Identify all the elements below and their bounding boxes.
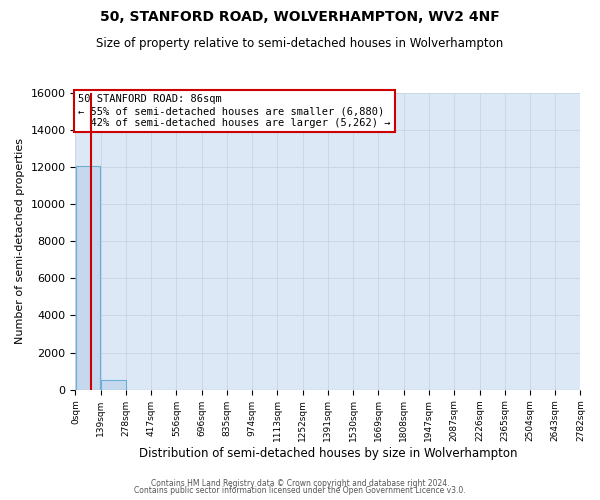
Text: 50 STANFORD ROAD: 86sqm
← 55% of semi-detached houses are smaller (6,880)
  42% : 50 STANFORD ROAD: 86sqm ← 55% of semi-de… — [78, 94, 391, 128]
Text: Size of property relative to semi-detached houses in Wolverhampton: Size of property relative to semi-detach… — [97, 38, 503, 51]
Bar — [101, 380, 125, 390]
Text: 50, STANFORD ROAD, WOLVERHAMPTON, WV2 4NF: 50, STANFORD ROAD, WOLVERHAMPTON, WV2 4N… — [100, 10, 500, 24]
Text: Contains HM Land Registry data © Crown copyright and database right 2024.: Contains HM Land Registry data © Crown c… — [151, 478, 449, 488]
Bar — [76, 166, 100, 390]
X-axis label: Distribution of semi-detached houses by size in Wolverhampton: Distribution of semi-detached houses by … — [139, 447, 517, 460]
Text: Contains public sector information licensed under the Open Government Licence v3: Contains public sector information licen… — [134, 486, 466, 495]
Y-axis label: Number of semi-detached properties: Number of semi-detached properties — [15, 138, 25, 344]
